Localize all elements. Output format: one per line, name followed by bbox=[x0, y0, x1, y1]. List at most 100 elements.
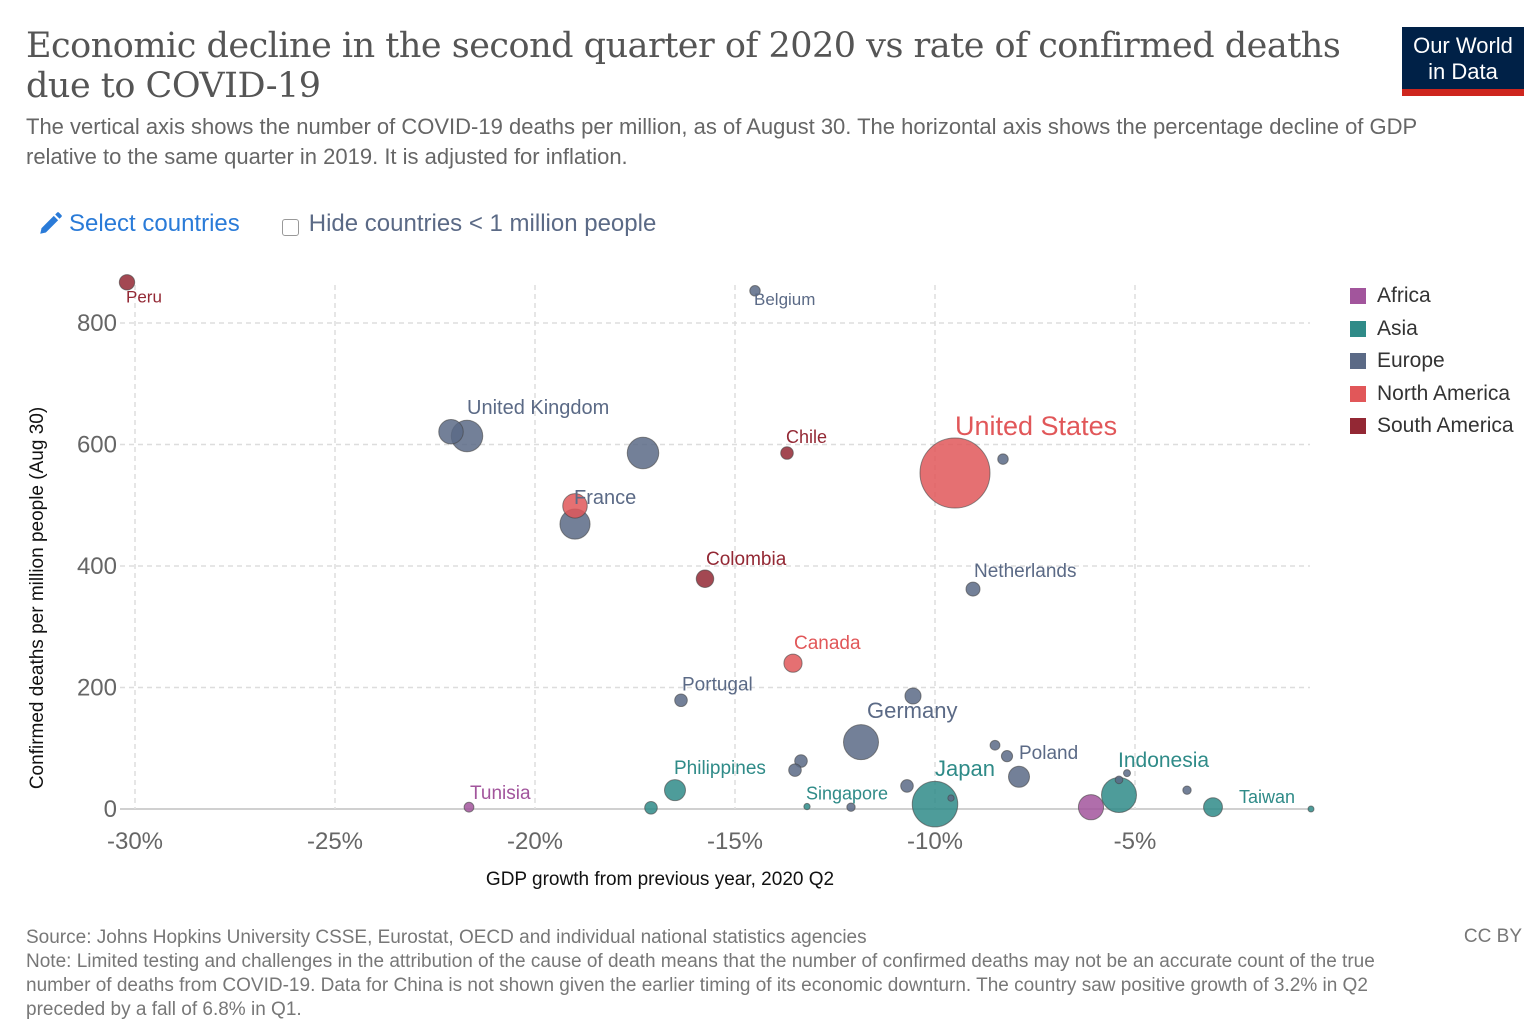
label-philippines: Philippines bbox=[674, 758, 766, 779]
label-chile: Chile bbox=[786, 427, 827, 447]
hide-small-countries-label: Hide countries < 1 million people bbox=[308, 210, 657, 237]
data-points bbox=[118, 274, 1315, 828]
label-tunisia: Tunisia bbox=[470, 783, 531, 804]
footer: Source: Johns Hopkins University CSSE, E… bbox=[26, 926, 1426, 1022]
legend-label: South America bbox=[1377, 414, 1514, 438]
point-japan[interactable] bbox=[911, 780, 959, 828]
label-peru: Peru bbox=[126, 287, 162, 306]
data-point[interactable] bbox=[1123, 769, 1131, 778]
chart-subtitle: The vertical axis shows the number of CO… bbox=[26, 114, 1417, 169]
legend: Africa Asia Europe North America South Ameri… bbox=[1350, 280, 1514, 443]
y-axis-ticks: 0 200 400 600 800 bbox=[77, 310, 117, 823]
data-point[interactable] bbox=[1182, 785, 1192, 795]
legend-label: Asia bbox=[1377, 316, 1418, 340]
logo-line-1: Our World bbox=[1413, 33, 1513, 58]
point-germany[interactable] bbox=[843, 724, 879, 761]
note-text: Note: Limited testing and challenges in … bbox=[26, 951, 1375, 1020]
x-tick-label: -30% bbox=[107, 828, 163, 855]
point-peru[interactable] bbox=[118, 274, 136, 291]
point-taiwan[interactable] bbox=[1203, 797, 1223, 818]
point-united-states[interactable] bbox=[919, 437, 991, 509]
label-portugal: Portugal bbox=[682, 674, 753, 695]
y-axis-title: Confirmed deaths per million people (Aug… bbox=[27, 406, 48, 790]
y-tick-label: 600 bbox=[77, 432, 117, 459]
legend-item-africa[interactable]: Africa bbox=[1350, 280, 1514, 313]
y-tick-label: 400 bbox=[77, 553, 117, 580]
y-tick-label: 200 bbox=[77, 675, 117, 702]
label-germany: Germany bbox=[867, 698, 957, 723]
point-tunisia[interactable] bbox=[463, 801, 475, 813]
label-colombia: Colombia bbox=[706, 549, 787, 570]
point-poland[interactable] bbox=[1008, 765, 1030, 788]
license-link[interactable]: CC BY bbox=[1463, 926, 1522, 947]
x-axis-title: GDP growth from previous year, 2020 Q2 bbox=[485, 869, 835, 890]
legend-item-asia[interactable]: Asia bbox=[1350, 313, 1514, 346]
point-chile[interactable] bbox=[780, 446, 794, 460]
chart-controls: Select countries Hide countries < 1 mill… bbox=[37, 207, 656, 241]
legend-swatch bbox=[1350, 320, 1366, 337]
label-singapore: Singapore bbox=[806, 784, 888, 804]
data-point[interactable] bbox=[900, 779, 914, 793]
y-tick-label: 0 bbox=[104, 796, 117, 823]
data-point[interactable] bbox=[904, 687, 922, 705]
x-tick-label: -25% bbox=[307, 828, 363, 855]
label-indonesia: Indonesia bbox=[1118, 749, 1209, 772]
label-taiwan: Taiwan bbox=[1239, 787, 1295, 807]
legend-item-south-america[interactable]: South America bbox=[1350, 410, 1514, 443]
point-labels: Peru Belgium United Kingdom France Chile Unit… bbox=[126, 287, 1295, 807]
label-netherlands: Netherlands bbox=[974, 561, 1076, 582]
x-tick-label: -20% bbox=[507, 828, 563, 855]
legend-item-north-america[interactable]: North America bbox=[1350, 378, 1514, 411]
grid-lines bbox=[120, 285, 1310, 810]
owid-logo[interactable]: Our World in Data bbox=[1402, 27, 1524, 96]
legend-label: North America bbox=[1377, 381, 1511, 405]
legend-swatch bbox=[1350, 418, 1366, 435]
pencil-icon bbox=[40, 212, 62, 234]
data-point[interactable] bbox=[562, 493, 588, 519]
point-belgium[interactable] bbox=[749, 285, 761, 297]
data-point[interactable] bbox=[1077, 794, 1105, 821]
legend-swatch bbox=[1350, 385, 1366, 402]
data-point[interactable] bbox=[1000, 750, 1014, 763]
data-point[interactable] bbox=[989, 739, 1001, 751]
chart-title: Economic decline in the second quarter o… bbox=[26, 26, 1341, 106]
source-text: Source: Johns Hopkins University CSSE, E… bbox=[26, 927, 867, 948]
hide-small-countries-toggle[interactable]: Hide countries < 1 million people bbox=[281, 210, 657, 238]
data-point[interactable] bbox=[947, 794, 955, 802]
data-point[interactable] bbox=[1307, 805, 1315, 813]
hide-small-countries-checkbox[interactable] bbox=[281, 218, 299, 236]
point-singapore[interactable] bbox=[803, 802, 811, 811]
data-point[interactable] bbox=[438, 418, 464, 445]
label-poland: Poland bbox=[1019, 743, 1078, 764]
label-belgium: Belgium bbox=[754, 290, 815, 309]
legend-swatch bbox=[1350, 353, 1366, 370]
legend-label: Africa bbox=[1377, 284, 1431, 308]
label-united-states: United States bbox=[955, 411, 1117, 441]
data-point[interactable] bbox=[1114, 775, 1124, 785]
logo-line-2: in Data bbox=[1428, 59, 1498, 84]
data-point[interactable] bbox=[846, 802, 856, 812]
select-countries-label: Select countries bbox=[69, 210, 240, 237]
label-canada: Canada bbox=[794, 633, 861, 654]
point-colombia[interactable] bbox=[695, 569, 715, 589]
point-canada[interactable] bbox=[783, 653, 803, 673]
data-point[interactable] bbox=[626, 436, 660, 470]
label-japan: Japan bbox=[935, 756, 995, 781]
data-point[interactable] bbox=[644, 800, 658, 815]
point-portugal[interactable] bbox=[674, 693, 688, 708]
point-philippines[interactable] bbox=[664, 779, 686, 802]
select-countries-button[interactable]: Select countries bbox=[37, 210, 240, 238]
legend-item-europe[interactable]: Europe bbox=[1350, 345, 1514, 378]
label-france: France bbox=[574, 487, 636, 509]
y-tick-label: 800 bbox=[77, 310, 117, 337]
x-axis-ticks: -30% -25% -20% -15% -10% -5% bbox=[107, 828, 1156, 855]
label-united-kingdom: United Kingdom bbox=[467, 397, 609, 419]
x-tick-label: -15% bbox=[707, 828, 763, 855]
data-point[interactable] bbox=[788, 763, 802, 777]
legend-label: Europe bbox=[1377, 349, 1445, 373]
x-tick-label: -10% bbox=[907, 828, 963, 855]
data-point[interactable] bbox=[997, 453, 1009, 465]
x-tick-label: -5% bbox=[1114, 828, 1157, 855]
point-netherlands[interactable] bbox=[965, 581, 981, 597]
